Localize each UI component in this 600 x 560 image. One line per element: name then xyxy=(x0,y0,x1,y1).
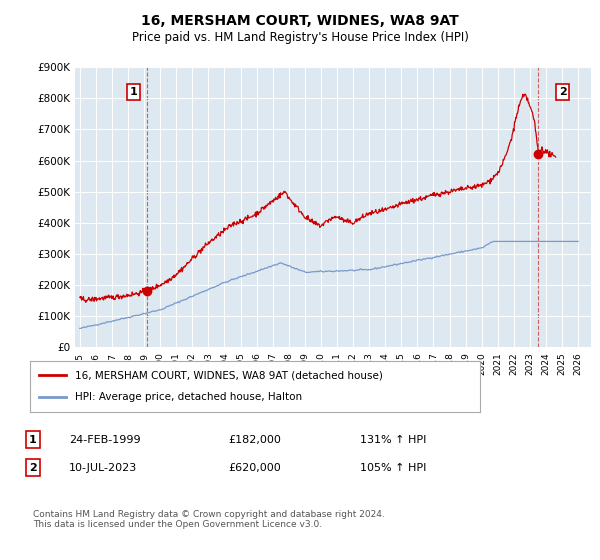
Text: £620,000: £620,000 xyxy=(228,463,281,473)
Text: 1: 1 xyxy=(130,87,137,97)
Text: 24-FEB-1999: 24-FEB-1999 xyxy=(69,435,140,445)
Text: Price paid vs. HM Land Registry's House Price Index (HPI): Price paid vs. HM Land Registry's House … xyxy=(131,31,469,44)
Text: 2: 2 xyxy=(29,463,37,473)
Text: 105% ↑ HPI: 105% ↑ HPI xyxy=(360,463,427,473)
Text: 131% ↑ HPI: 131% ↑ HPI xyxy=(360,435,427,445)
Text: 2: 2 xyxy=(559,87,566,97)
Text: £182,000: £182,000 xyxy=(228,435,281,445)
Text: 1: 1 xyxy=(29,435,37,445)
Text: HPI: Average price, detached house, Halton: HPI: Average price, detached house, Halt… xyxy=(75,393,302,403)
Text: 16, MERSHAM COURT, WIDNES, WA8 9AT: 16, MERSHAM COURT, WIDNES, WA8 9AT xyxy=(141,14,459,28)
Text: Contains HM Land Registry data © Crown copyright and database right 2024.
This d: Contains HM Land Registry data © Crown c… xyxy=(33,510,385,529)
Text: 16, MERSHAM COURT, WIDNES, WA8 9AT (detached house): 16, MERSHAM COURT, WIDNES, WA8 9AT (deta… xyxy=(75,370,383,380)
Text: 10-JUL-2023: 10-JUL-2023 xyxy=(69,463,137,473)
